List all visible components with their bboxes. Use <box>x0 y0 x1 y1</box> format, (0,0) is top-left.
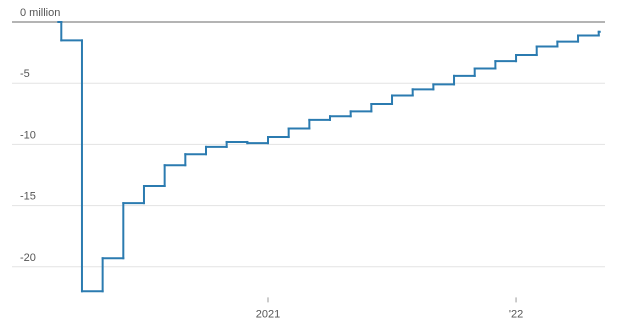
y-tick-label: -20 <box>20 252 36 264</box>
y-tick-label: -5 <box>20 68 30 80</box>
y-tick-label: -15 <box>20 191 36 203</box>
y-tick-label: -10 <box>20 129 36 141</box>
x-tick-label: '22 <box>509 308 523 320</box>
x-tick-label: 2021 <box>256 308 280 320</box>
y-tick-label: 0 million <box>20 7 60 19</box>
